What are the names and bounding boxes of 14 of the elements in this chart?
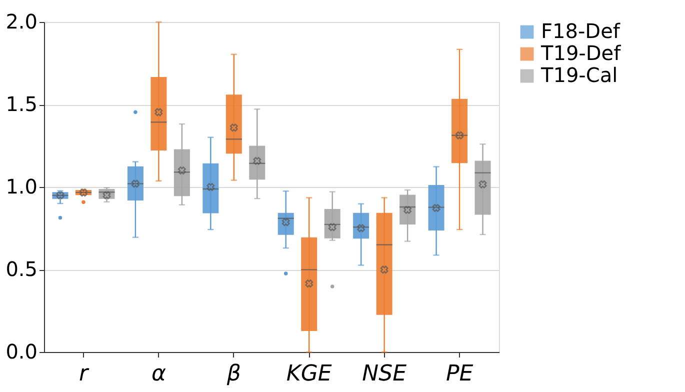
x-tick-label: NSE <box>362 362 407 386</box>
y-tick-label: 0.0 <box>6 340 38 364</box>
legend-label: F18-Def <box>541 19 621 43</box>
y-tick-label: 2.0 <box>6 10 38 34</box>
y-tick-label: 0.5 <box>6 257 38 281</box>
y-tick-label: 1.5 <box>6 92 38 116</box>
x-tick-label: β <box>226 362 241 386</box>
y-tick-label: 1.0 <box>6 174 38 198</box>
legend-label: T19-Cal <box>540 63 618 87</box>
x-tick-label: α <box>151 362 166 386</box>
x-tick-label: PE <box>446 362 474 386</box>
legend-label: T19-Def <box>540 41 622 65</box>
x-tick-label: KGE <box>286 362 332 386</box>
x-tick-label: r <box>78 362 90 386</box>
